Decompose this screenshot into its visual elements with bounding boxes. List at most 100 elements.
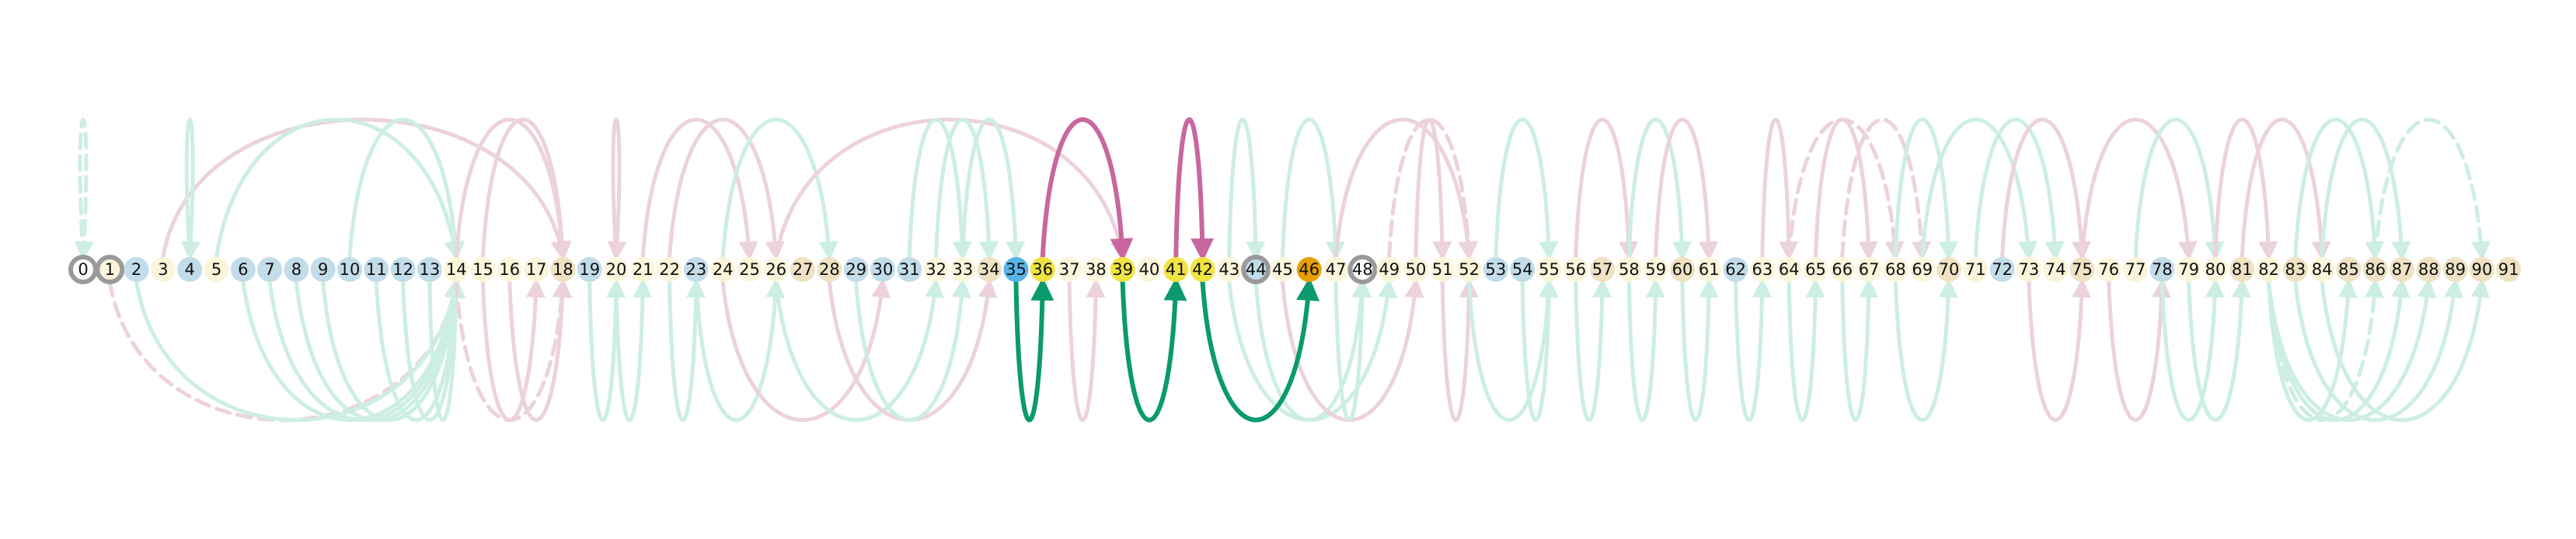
node-55-circle [1536, 257, 1562, 282]
node-31: 31 [897, 257, 922, 282]
node-20: 20 [604, 257, 629, 282]
node-6-label: 6 [238, 260, 248, 279]
node-64-label: 64 [1779, 260, 1800, 279]
background-arc-26-to-39 [774, 117, 1130, 261]
node-45: 45 [1270, 257, 1295, 282]
node-29-circle [843, 257, 869, 282]
node-19: 19 [577, 257, 602, 282]
background-arc-78-to-80 [2159, 278, 2225, 422]
background-arc-22-to-26 [668, 117, 785, 261]
node-87: 87 [2390, 257, 2415, 282]
node-33-label: 33 [953, 260, 974, 279]
node-15-circle [470, 257, 496, 282]
node-66-circle [1829, 257, 1855, 282]
node-31-label: 31 [899, 260, 920, 279]
node-58-label: 58 [1619, 260, 1640, 279]
node-62-label: 62 [1725, 260, 1746, 279]
node-58: 58 [1616, 257, 1642, 282]
node-27-circle [790, 257, 816, 282]
node-66-label: 66 [1832, 260, 1853, 279]
node-44-circle [1241, 255, 1271, 284]
node-45-circle [1270, 257, 1295, 282]
background-arc-26-to-32 [774, 278, 944, 423]
background-arc-76-to-78 [2107, 278, 2172, 422]
background-arc-10-to-14 [347, 117, 465, 261]
node-36-label: 36 [1032, 260, 1053, 279]
node-36: 36 [1030, 257, 1055, 282]
node-25: 25 [737, 257, 762, 282]
node-41: 41 [1163, 257, 1189, 282]
node-88-label: 88 [2418, 260, 2439, 279]
background-arc-47-to-48 [1333, 278, 1372, 422]
node-89-label: 89 [2445, 260, 2466, 279]
background-arc-12-to-14 [401, 278, 465, 422]
node-14-circle [444, 257, 469, 282]
background-arcs [74, 117, 2491, 423]
node-35-label: 35 [1006, 260, 1027, 279]
node-4-label: 4 [185, 260, 195, 279]
node-87-label: 87 [2392, 260, 2413, 279]
node-85: 85 [2336, 257, 2362, 282]
node-35-circle [1003, 257, 1029, 282]
background-arc-66-to-69 [1840, 117, 1932, 261]
node-53-label: 53 [1486, 260, 1507, 279]
node-57-label: 57 [1592, 260, 1613, 279]
node-54-circle [1510, 257, 1535, 282]
node-13-circle [417, 257, 442, 282]
node-9: 9 [310, 257, 336, 282]
node-82: 82 [2256, 257, 2281, 282]
node-3-label: 3 [158, 260, 168, 279]
background-arc-62-to-63 [1734, 278, 1773, 422]
node-26: 26 [763, 257, 789, 282]
background-arc-22-to-23 [668, 278, 706, 422]
node-62: 62 [1723, 257, 1748, 282]
node-82-label: 82 [2258, 260, 2279, 279]
node-52: 52 [1456, 257, 1482, 282]
node-37-circle [1057, 257, 1082, 282]
node-84-circle [2309, 257, 2335, 282]
background-arc-79-to-81 [2187, 278, 2252, 422]
node-33-circle [950, 257, 975, 282]
node-48-label: 48 [1352, 260, 1373, 279]
node-89-circle [2442, 257, 2468, 282]
node-30-circle [870, 257, 895, 282]
background-arc-24-to-30 [720, 278, 891, 423]
node-68-label: 68 [1885, 260, 1906, 279]
node-59-label: 59 [1645, 260, 1666, 279]
node-74-circle [2043, 257, 2069, 282]
node-79-circle [2176, 257, 2201, 282]
background-arc-75-to-79 [2080, 117, 2198, 261]
background-arc-58-to-60 [1626, 117, 1692, 261]
node-38-circle [1083, 257, 1109, 282]
node-16-label: 16 [499, 260, 520, 279]
node-65-label: 65 [1805, 260, 1826, 279]
background-arc-43-to-44 [1227, 117, 1266, 261]
background-arc-66-to-67 [1840, 278, 1879, 422]
node-64-circle [1776, 257, 1802, 282]
node-72: 72 [1989, 257, 2015, 282]
node-47-circle [1323, 257, 1349, 282]
node-57: 57 [1590, 257, 1616, 282]
node-67-circle [1856, 257, 1882, 282]
node-15-label: 15 [472, 260, 493, 279]
background-arc-28-to-34 [827, 278, 998, 423]
node-69: 69 [1909, 257, 1935, 282]
background-arc-16-to-18 [507, 278, 573, 422]
node-75: 75 [2069, 257, 2095, 282]
node-46: 46 [1296, 257, 1322, 282]
node-12: 12 [390, 257, 416, 282]
background-arc-20-to-20 [607, 117, 627, 261]
node-75-circle [2069, 257, 2095, 282]
node-21-label: 21 [633, 260, 654, 279]
highlighted-arc-36-to-39 [1040, 117, 1134, 262]
background-arc-20-to-21 [614, 278, 653, 422]
background-arc-33-to-35 [960, 117, 1026, 261]
node-21-circle [630, 257, 656, 282]
background-arc-58-to-59 [1626, 278, 1665, 422]
background-arc-50-to-51 [1413, 117, 1452, 261]
node-49-label: 49 [1379, 260, 1400, 279]
node-43: 43 [1216, 257, 1242, 282]
node-86-label: 86 [2365, 260, 2386, 279]
node-78: 78 [2149, 257, 2175, 282]
node-8: 8 [284, 257, 309, 282]
